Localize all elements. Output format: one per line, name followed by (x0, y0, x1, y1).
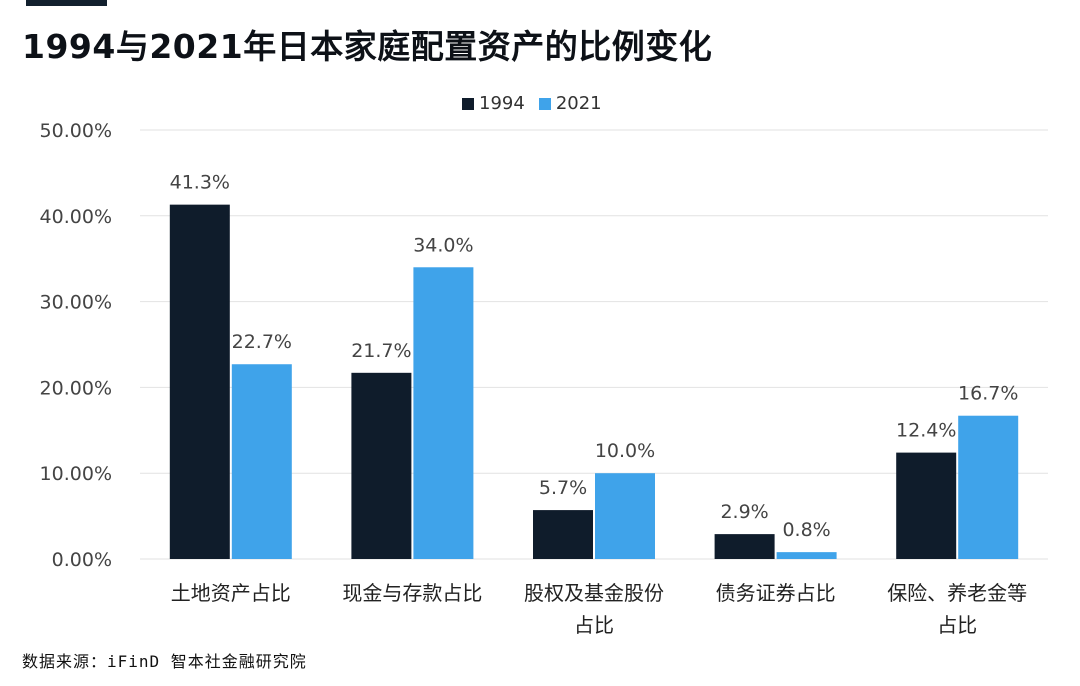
chart-title: 1994与2021年日本家庭配置资产的比例变化 (22, 27, 713, 66)
legend: 1994 2021 (462, 93, 616, 114)
data-label-2021: 34.0% (413, 234, 473, 256)
data-label-2021: 10.0% (595, 440, 655, 462)
legend-label-1994: 1994 (479, 93, 525, 114)
x-tick-label: 债务证券占比 (716, 581, 836, 605)
x-tick-label: 现金与存款占比 (342, 581, 482, 605)
x-tick-label: 保险、养老金等 (887, 581, 1027, 605)
y-tick-label: 20.00% (40, 377, 112, 399)
x-tick-label: 占比 (937, 613, 977, 637)
legend-label-2021: 2021 (555, 93, 602, 114)
bar-2021 (958, 415, 1019, 559)
data-label-2021: 0.8% (782, 519, 830, 541)
legend-swatch-2021 (538, 97, 551, 110)
data-label-1994: 41.3% (170, 172, 230, 194)
source-note: 数据来源：iFinD 智本社金融研究院 (22, 652, 307, 671)
top-accent-rule (26, 0, 107, 6)
legend-item-2021: 2021 (538, 93, 602, 114)
data-label-1994: 5.7% (539, 477, 587, 499)
x-tick-label: 股权及基金股份 (524, 581, 664, 605)
bar-1994 (351, 372, 412, 559)
bar-2021 (413, 267, 474, 559)
data-label-2021: 22.7% (232, 331, 292, 353)
bar-1994 (714, 534, 775, 559)
legend-swatch-1994 (462, 97, 474, 110)
data-label-1994: 12.4% (896, 420, 956, 442)
bar-2021 (776, 552, 837, 559)
data-label-1994: 21.7% (351, 340, 411, 362)
x-tick-label: 占比 (574, 613, 614, 637)
bar-2021 (231, 364, 292, 559)
bar-1994 (533, 510, 593, 559)
bar-2021 (595, 473, 655, 559)
y-tick-label: 30.00% (40, 292, 112, 314)
x-tick-label: 土地资产占比 (171, 581, 291, 605)
y-tick-label: 40.00% (40, 206, 112, 228)
legend-item-1994: 1994 (462, 93, 525, 114)
bar-1994 (169, 204, 230, 559)
data-label-1994: 2.9% (720, 501, 768, 523)
y-tick-label: 0.00% (52, 549, 112, 571)
data-label-2021: 16.7% (958, 383, 1018, 405)
bar-1994 (896, 452, 957, 559)
y-tick-label: 50.00% (40, 120, 112, 142)
y-tick-label: 10.00% (40, 463, 112, 485)
